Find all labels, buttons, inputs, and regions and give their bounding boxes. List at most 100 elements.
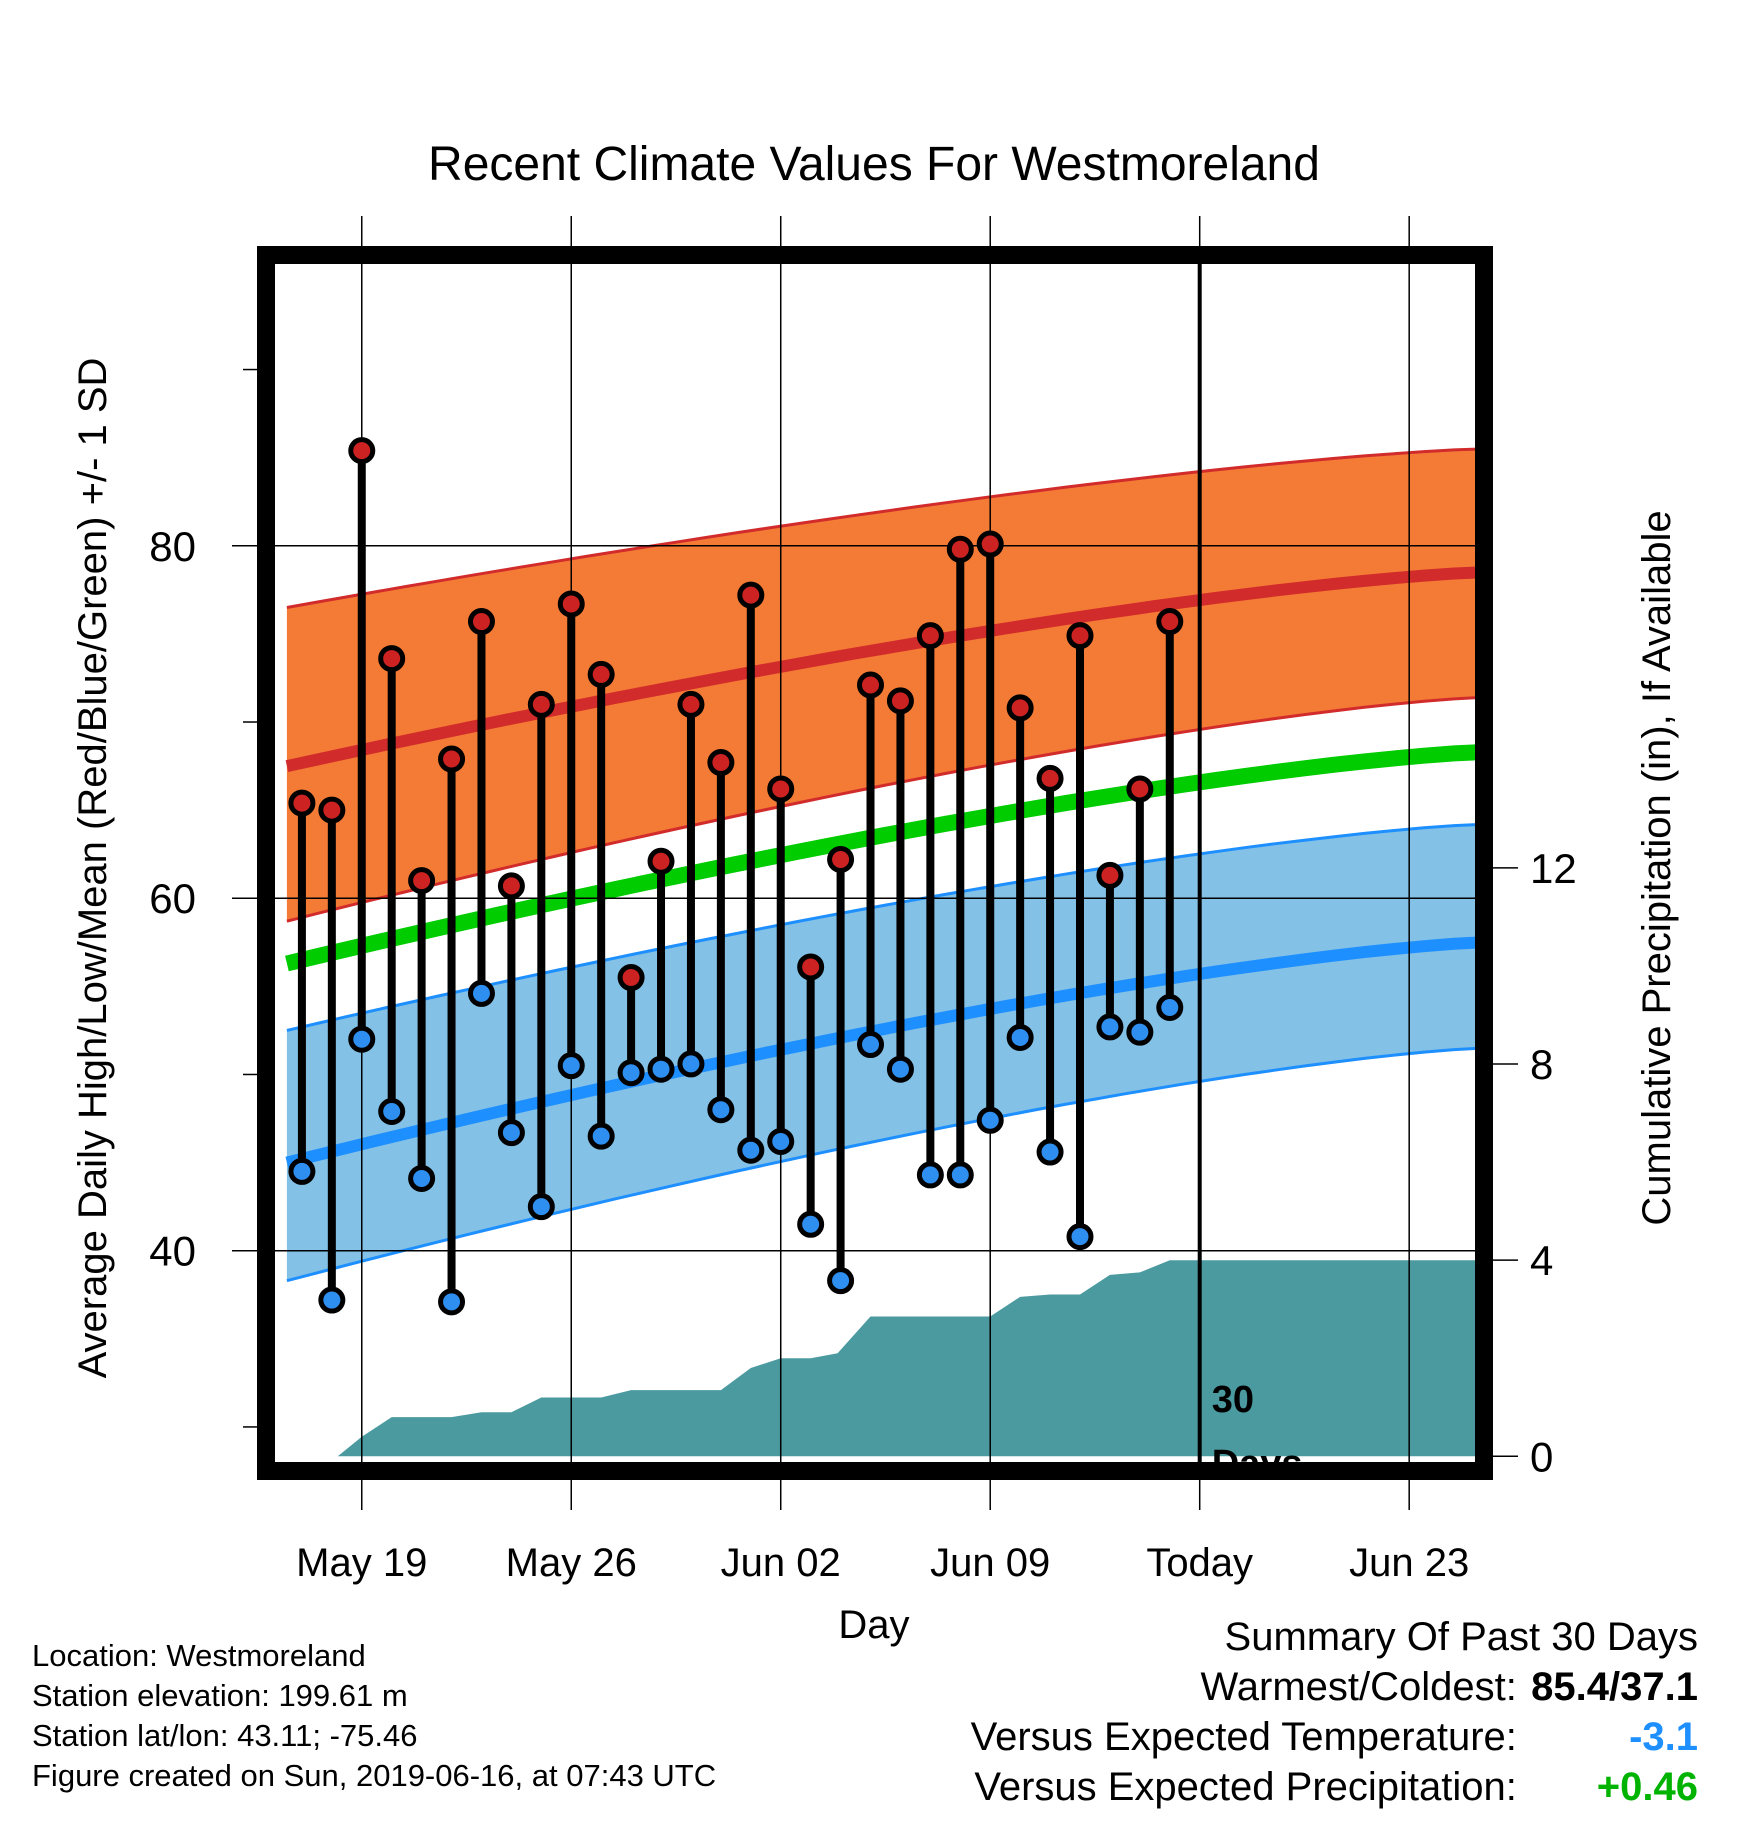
summary-panel: Summary Of Past 30 Days Warmest/Coldest:… [971,1612,1698,1812]
normal-mean-line [285,744,1484,972]
x-tick-label: May 19 [296,1541,427,1585]
y-tick-label: 80 [149,523,196,570]
observed-low-point [916,1161,944,1189]
y-axis-title: Average Daily High/Low/Mean (Red/Blue/Gr… [71,358,115,1379]
y-tick-label: 40 [149,1228,196,1275]
x-tick-label: Jun 23 [1349,1541,1469,1585]
observed-high-point [946,535,974,563]
observed-low-point [378,1097,406,1125]
today-annotation-line: 30 [1212,1379,1254,1421]
observed-high-point [467,608,495,636]
observed-low-point [886,1055,914,1083]
elevation-text: Station elevation: 199.61 m [32,1678,408,1713]
observed-high-point [1006,694,1034,722]
observed-low-point [767,1127,795,1155]
observed-low-point [946,1161,974,1189]
observed-high-point [886,687,914,715]
normal-high-lower-edge [286,695,1484,923]
observed-high-point [497,872,525,900]
observed-high-point [767,775,795,803]
observed-low-point [348,1025,376,1053]
observed-low-point [467,979,495,1007]
observed-high-point [288,789,316,817]
x-axis-title: Day [838,1603,909,1647]
observed-high-point [737,581,765,609]
observed-low-point [617,1059,645,1087]
precipitation-anomaly-value: +0.46 [1596,1765,1698,1809]
y-tick-label: 60 [149,875,196,922]
latlon-text: Station lat/lon: 43.11; -75.46 [32,1718,418,1753]
y2-axis-title: Cumulative Precipitation (in), If Availa… [1635,510,1679,1225]
warmest-coldest-row: Warmest/Coldest: 85.4/37.1 [971,1662,1699,1712]
observed-high-point [1036,764,1064,792]
observed-high-point [1126,775,1154,803]
observed-low-point [587,1122,615,1150]
warmest-coldest-value: 85.4/37.1 [1531,1665,1698,1709]
normal-high-band [286,448,1484,922]
observed-high-point [976,530,1004,558]
observed-high-point [557,590,585,618]
observed-low-point [737,1136,765,1164]
observed-low-point [1006,1023,1034,1051]
observed-high-point [587,660,615,688]
observed-high-point [617,964,645,992]
observed-low-point [497,1119,525,1147]
x-tick-label: May 26 [506,1541,637,1585]
location-text: Location: Westmoreland [32,1638,366,1673]
observed-low-point [1066,1223,1094,1251]
observed-low-point [288,1157,316,1185]
normal-high-mean-line [285,566,1484,772]
observed-high-point [677,690,705,718]
observed-high-point [408,867,436,895]
y2-tick-label: 12 [1530,845,1577,892]
observed-low-point [438,1288,466,1316]
observed-low-point [857,1031,885,1059]
summary-title: Summary Of Past 30 Days [1224,1615,1698,1659]
observed-low-point [557,1052,585,1080]
observed-high-point [318,796,346,824]
observed-high-point [916,622,944,650]
normal-high-upper-edge [286,447,1484,609]
y2-tick-label: 8 [1530,1041,1553,1088]
observed-high-point [438,745,466,773]
observed-low-point [647,1055,675,1083]
observed-low-point [1126,1018,1154,1046]
observed-high-point [378,645,406,673]
x-tick-label: Jun 02 [721,1541,841,1585]
temperature-anomaly-label: Versus Expected Temperature: [970,1715,1517,1759]
observed-high-point [1096,861,1124,889]
observed-high-point [797,953,825,981]
observed-high-point [348,437,376,465]
precipitation-anomaly-row: Versus Expected Precipitation: +0.46 [971,1762,1698,1812]
created-text: Figure created on Sun, 2019-06-16, at 07… [32,1758,717,1793]
observed-low-point [827,1267,855,1295]
observed-high-point [857,671,885,699]
observed-high-point [707,749,735,777]
observed-high-point [647,847,675,875]
chart-title: Recent Climate Values For Westmoreland [428,138,1320,191]
x-tick-label: Jun 09 [930,1541,1050,1585]
y2-tick-label: 4 [1530,1237,1553,1284]
observed-high-point [1156,608,1184,636]
observed-low-point [318,1286,346,1314]
observed-high-point [527,690,555,718]
normal-low-band [286,824,1484,1281]
x-tick-label: Today [1146,1541,1253,1585]
temperature-anomaly-value: -3.1 [1629,1715,1698,1759]
observed-low-point [527,1193,555,1221]
observed-low-point [976,1106,1004,1134]
plot-frame [257,246,1493,1480]
observed-high-point [827,845,855,873]
observed-low-point [1096,1013,1124,1041]
observed-low-point [677,1050,705,1078]
station-info: Location: Westmoreland Station elevation… [32,1636,716,1796]
axes: 40 60 80 0 4 8 12 May 19 May 26 Jun 02 Jun 09 Today… [149,216,1577,1585]
observed-low-point [408,1164,436,1192]
y2-tick-label: 0 [1530,1433,1553,1480]
observed-low-point [797,1210,825,1238]
observed-low-point [1156,994,1184,1022]
precipitation-anomaly-label: Versus Expected Precipitation: [974,1765,1517,1809]
warmest-coldest-label: Warmest/Coldest: [1200,1665,1517,1709]
